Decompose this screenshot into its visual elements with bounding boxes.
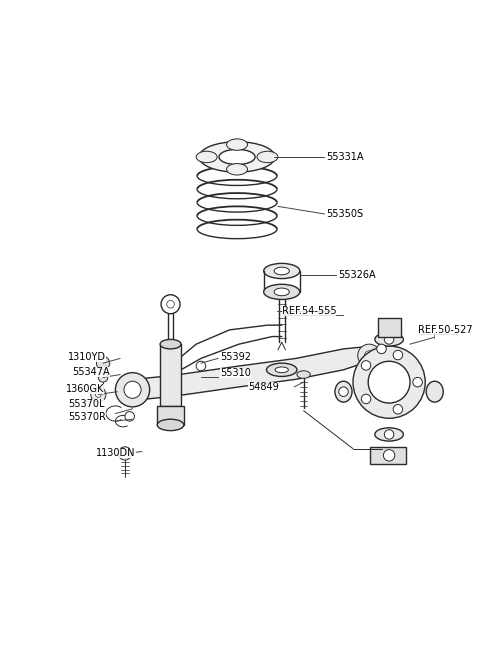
Circle shape [361, 361, 371, 370]
Ellipse shape [199, 142, 275, 172]
Text: 55370R: 55370R [68, 413, 106, 422]
Circle shape [384, 430, 394, 439]
Circle shape [96, 356, 110, 370]
Circle shape [161, 295, 180, 314]
Circle shape [384, 335, 394, 344]
Circle shape [91, 387, 106, 402]
Ellipse shape [227, 163, 248, 175]
Circle shape [98, 373, 108, 382]
Bar [370, 447, 406, 464]
Ellipse shape [426, 381, 443, 402]
Circle shape [125, 411, 134, 421]
Circle shape [118, 447, 132, 460]
Text: REF.50-527: REF.50-527 [418, 325, 472, 335]
Circle shape [364, 351, 374, 360]
Text: 54849: 54849 [249, 382, 279, 392]
Text: 55326A: 55326A [338, 270, 375, 279]
Ellipse shape [335, 381, 352, 402]
Bar [160, 344, 181, 406]
Circle shape [167, 300, 174, 308]
Circle shape [353, 346, 425, 419]
Text: 1310YD: 1310YD [68, 352, 106, 361]
Ellipse shape [297, 371, 310, 379]
Circle shape [377, 344, 386, 354]
Text: 55331A: 55331A [326, 152, 364, 162]
Polygon shape [134, 346, 372, 400]
Bar [157, 406, 184, 425]
Text: REF.54-555: REF.54-555 [282, 306, 336, 316]
Ellipse shape [219, 150, 255, 165]
Circle shape [393, 350, 403, 359]
Ellipse shape [264, 263, 300, 279]
Ellipse shape [160, 339, 181, 349]
Text: 55310: 55310 [220, 367, 251, 378]
Circle shape [96, 392, 101, 398]
Circle shape [358, 344, 381, 367]
Ellipse shape [274, 288, 289, 296]
Circle shape [384, 449, 395, 461]
Circle shape [339, 387, 348, 396]
Ellipse shape [157, 419, 184, 430]
Ellipse shape [227, 139, 248, 150]
Text: 1360GK: 1360GK [66, 384, 104, 394]
Circle shape [124, 381, 141, 398]
Circle shape [368, 361, 410, 403]
Text: 55347A: 55347A [72, 367, 110, 377]
Text: 1130DN: 1130DN [96, 449, 136, 459]
Text: 55370L: 55370L [68, 399, 105, 409]
Ellipse shape [264, 284, 300, 300]
Bar [378, 318, 400, 337]
Ellipse shape [257, 152, 278, 163]
Ellipse shape [375, 428, 403, 441]
Circle shape [165, 410, 176, 421]
Text: 55350S: 55350S [326, 209, 363, 219]
Circle shape [115, 373, 150, 407]
Circle shape [413, 377, 422, 387]
Circle shape [361, 394, 371, 403]
Ellipse shape [196, 152, 217, 163]
Ellipse shape [274, 267, 289, 275]
Ellipse shape [375, 333, 403, 346]
Circle shape [196, 361, 206, 371]
Ellipse shape [275, 367, 288, 373]
Text: 55392: 55392 [220, 352, 251, 361]
Ellipse shape [266, 363, 297, 377]
Circle shape [393, 405, 403, 414]
